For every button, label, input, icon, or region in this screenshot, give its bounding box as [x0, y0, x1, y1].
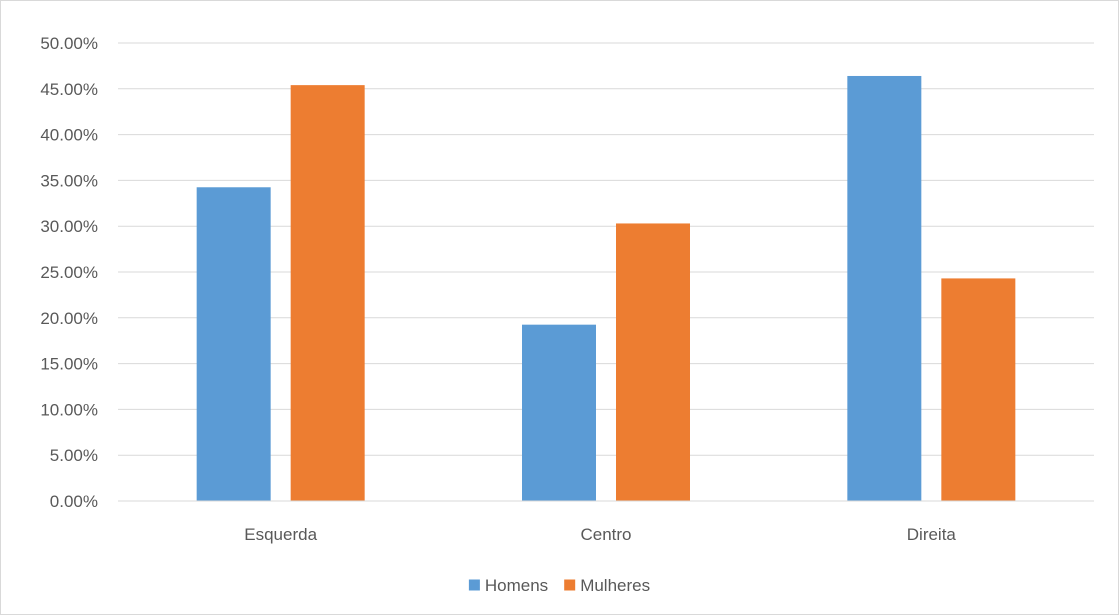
bar-mulheres-centro [616, 223, 690, 501]
y-tick-label: 0.00% [50, 492, 98, 511]
y-tick-label: 40.00% [40, 126, 98, 145]
bar-mulheres-direita [941, 278, 1016, 501]
bar-homens-esquerda [196, 187, 271, 501]
bar-mulheres-esquerda [290, 85, 365, 502]
bar-homens-centro [522, 324, 596, 501]
y-tick-label: 10.00% [40, 400, 98, 419]
y-tick-label: 20.00% [40, 309, 98, 328]
x-tick-label: Centro [580, 525, 631, 544]
y-tick-label: 30.00% [40, 217, 98, 236]
y-tick-label: 5.00% [50, 446, 98, 465]
x-tick-label: Esquerda [244, 525, 317, 544]
legend-item-mulheres: Mulheres [564, 576, 650, 595]
legend: Homens Mulheres [468, 576, 650, 595]
legend-swatch [468, 579, 480, 591]
y-axis-tick-labels: 0.00% 5.00% 10.00% 15.00% 20.00% 25.00% 30.00%… [40, 34, 98, 511]
gridlines [118, 42, 1094, 456]
y-tick-label: 45.00% [40, 80, 98, 99]
bar-homens-direita [847, 75, 922, 501]
x-tick-label: Direita [907, 525, 957, 544]
bars [196, 75, 1016, 502]
legend-item-homens: Homens [468, 576, 548, 595]
x-axis-tick-labels: Esquerda Centro Direita [244, 525, 956, 544]
y-tick-label: 15.00% [40, 355, 98, 374]
legend-swatch [564, 579, 576, 591]
y-tick-label: 25.00% [40, 263, 98, 282]
y-tick-label: 50.00% [40, 34, 98, 53]
legend-label: Homens [485, 576, 548, 595]
legend-label: Mulheres [580, 576, 650, 595]
y-tick-label: 35.00% [40, 171, 98, 190]
